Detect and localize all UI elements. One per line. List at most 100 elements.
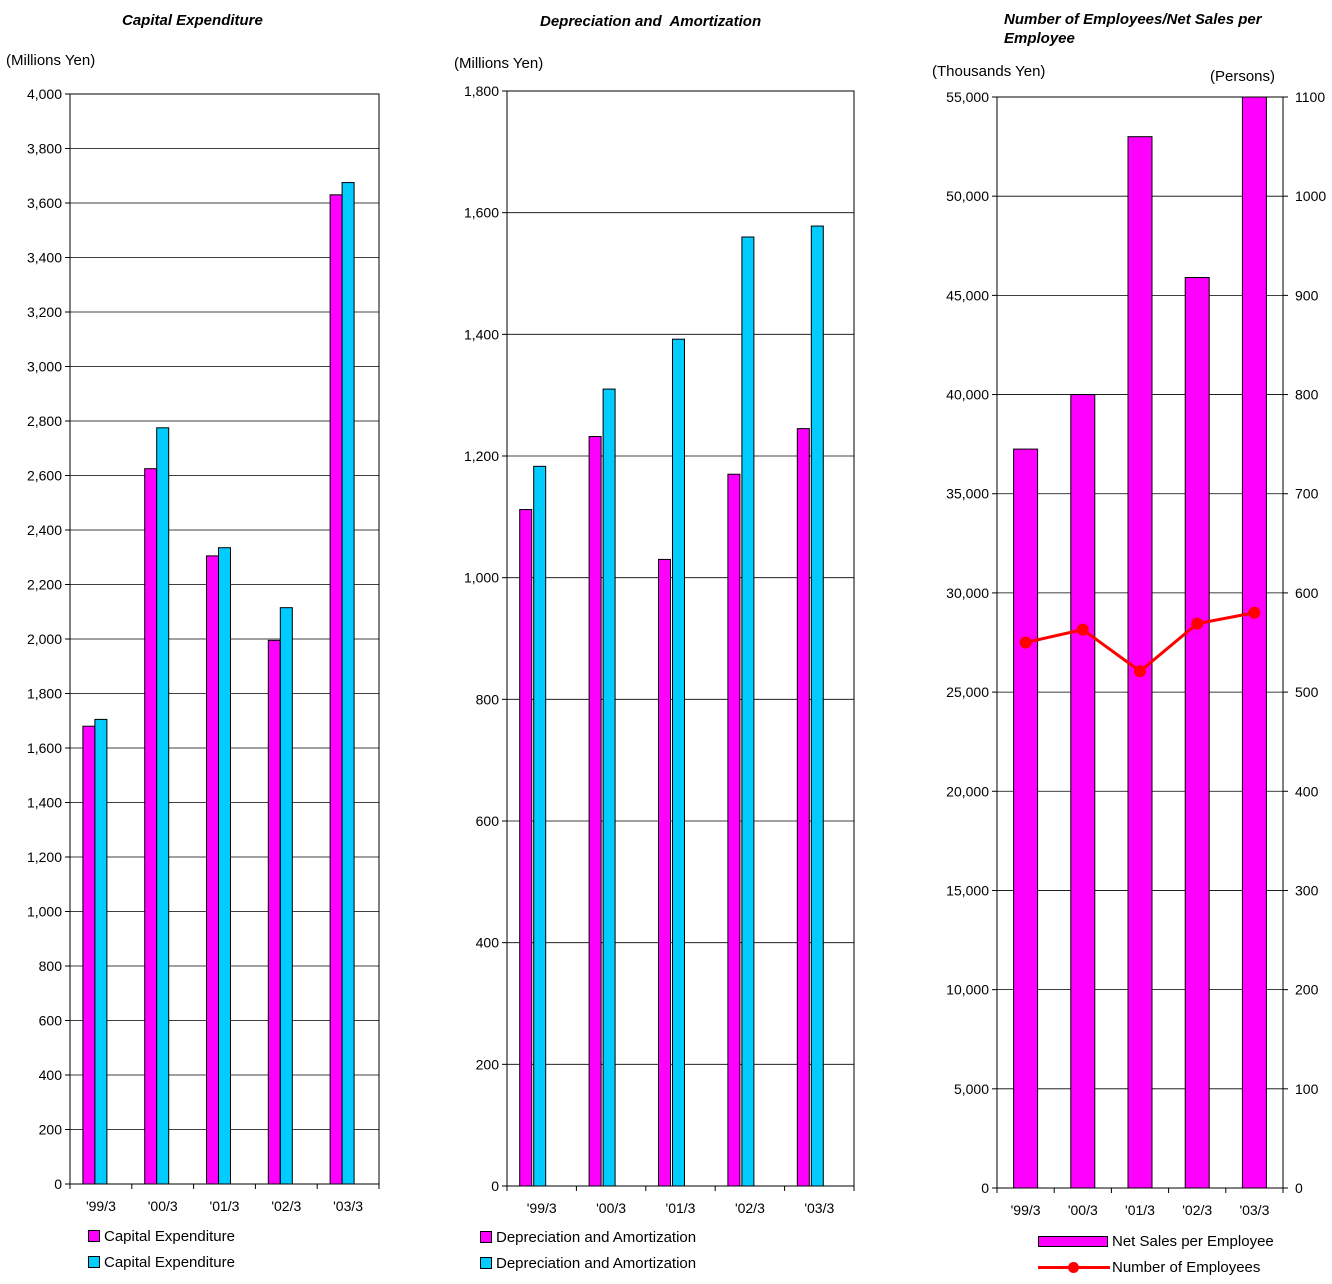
bar bbox=[602, 388, 616, 1187]
y-tick-label: 3,000 bbox=[27, 359, 62, 375]
y-tick-label: 1,000 bbox=[27, 904, 62, 920]
bar bbox=[588, 436, 602, 1187]
y2-tick-label: 300 bbox=[1295, 882, 1319, 898]
line-point bbox=[1134, 665, 1146, 678]
x-tick-label: '01/3 bbox=[210, 1198, 240, 1214]
legend-swatch bbox=[88, 1230, 100, 1242]
x-tick-label: '99/3 bbox=[1011, 1202, 1041, 1218]
legend-swatch bbox=[1038, 1235, 1108, 1247]
legend-label: Depreciation and Amortization bbox=[496, 1228, 697, 1246]
capital-expenditure-chart: Capital Expenditure (Millions Yen) 0 200 4… bbox=[0, 0, 430, 1278]
legend-item: Capital Expenditure bbox=[88, 1253, 235, 1271]
bar bbox=[658, 558, 671, 1187]
y2-tick-label: 0 bbox=[1295, 1180, 1303, 1196]
y-tick-label: 3,800 bbox=[27, 141, 62, 157]
y-tick-label: 1,200 bbox=[464, 448, 499, 464]
depreciation-amortization-plot: 0 200 400 600 800 1,000 1,200 1,400 1,600 1,800 '9… bbox=[464, 83, 855, 1216]
bar bbox=[810, 225, 824, 1187]
legend-item: Number of Employees bbox=[1038, 1258, 1274, 1276]
y-tick-label: 3,400 bbox=[27, 250, 62, 266]
bar bbox=[156, 427, 170, 1185]
bar bbox=[1184, 277, 1210, 1189]
y-tick-label: 1,400 bbox=[464, 326, 499, 342]
x-tick-label: '02/3 bbox=[271, 1198, 301, 1214]
chart-title: Depreciation and Amortization bbox=[540, 13, 762, 30]
y-tick-label: 600 bbox=[476, 813, 500, 829]
bar bbox=[741, 236, 755, 1187]
y-tick-label: 1,400 bbox=[27, 795, 62, 811]
y-tick-label: 5,000 bbox=[954, 1081, 989, 1097]
line-point bbox=[1019, 636, 1032, 649]
bar bbox=[1241, 96, 1267, 1189]
bar bbox=[796, 428, 810, 1187]
bar bbox=[144, 468, 158, 1185]
y-tick-label: 0 bbox=[491, 1178, 499, 1194]
y-tick-label: 10,000 bbox=[946, 982, 989, 998]
legend-item: Depreciation and Amortization bbox=[480, 1228, 696, 1246]
x-tick-label: '00/3 bbox=[1068, 1202, 1098, 1218]
bar bbox=[1013, 448, 1039, 1189]
bar bbox=[672, 338, 685, 1187]
y-tick-label: 4,000 bbox=[27, 86, 62, 102]
y-tick-label: 200 bbox=[476, 1056, 500, 1072]
legend-swatch bbox=[480, 1257, 492, 1269]
y-tick-label: 1,200 bbox=[27, 849, 62, 865]
chart-legend: Depreciation and Amortization Depreciati… bbox=[480, 1228, 696, 1280]
chart-legend: Capital Expenditure Capital Expenditure bbox=[88, 1227, 235, 1279]
x-tick-label: '99/3 bbox=[527, 1200, 557, 1216]
bar bbox=[533, 465, 547, 1187]
y-tick-label: 600 bbox=[39, 1013, 63, 1029]
y2-tick-label: 800 bbox=[1295, 387, 1319, 403]
y-tick-label: 25,000 bbox=[946, 684, 989, 700]
legend-label: Number of Employees bbox=[1112, 1258, 1261, 1276]
y-tick-label: 2,000 bbox=[27, 631, 62, 647]
legend-item: Capital Expenditure bbox=[88, 1227, 235, 1245]
y-tick-label: 1,800 bbox=[27, 686, 62, 702]
bar bbox=[727, 473, 741, 1187]
y-tick-label: 15,000 bbox=[946, 882, 989, 898]
y2-tick-label: 1100 bbox=[1295, 89, 1325, 105]
y-tick-label: 1,600 bbox=[464, 205, 499, 221]
y-tick-label: 30,000 bbox=[946, 585, 989, 601]
y-tick-label: 55,000 bbox=[946, 89, 989, 105]
y2-axis-unit-label: (Persons) bbox=[1210, 68, 1276, 85]
y-tick-label: 1,600 bbox=[27, 740, 62, 756]
line-point bbox=[1076, 623, 1089, 636]
y-tick-label: 20,000 bbox=[946, 783, 989, 799]
bar bbox=[329, 194, 343, 1185]
x-tick-label: '00/3 bbox=[596, 1200, 626, 1216]
legend-label: Depreciation and Amortization bbox=[496, 1254, 697, 1272]
bar bbox=[94, 718, 108, 1185]
y-tick-label: 200 bbox=[39, 1122, 63, 1138]
bar bbox=[279, 607, 293, 1185]
y-axis-unit-label: (Thousands Yen) bbox=[932, 63, 1046, 80]
y-tick-label: 800 bbox=[476, 691, 500, 707]
y2-tick-label: 900 bbox=[1295, 287, 1319, 303]
bar bbox=[519, 509, 533, 1187]
y-axis-unit-label: (Millions Yen) bbox=[454, 55, 544, 72]
x-tick-label: '03/3 bbox=[333, 1198, 363, 1214]
y2-tick-label: 1000 bbox=[1295, 188, 1326, 204]
y-tick-label: 3,200 bbox=[27, 304, 62, 320]
y2-tick-label: 400 bbox=[1295, 783, 1319, 799]
bar bbox=[267, 639, 281, 1185]
x-tick-label: '01/3 bbox=[1125, 1202, 1155, 1218]
line-point bbox=[1248, 606, 1261, 619]
y-tick-label: 45,000 bbox=[946, 287, 989, 303]
x-tick-label: '00/3 bbox=[148, 1198, 178, 1214]
y2-tick-label: 600 bbox=[1295, 585, 1319, 601]
x-tick-label: '99/3 bbox=[86, 1198, 116, 1214]
y-tick-label: 0 bbox=[54, 1176, 62, 1192]
y2-tick-label: 100 bbox=[1295, 1081, 1319, 1097]
employees-net-sales-chart: Number of Employees/Net Sales per Employ… bbox=[870, 0, 1332, 1278]
y-tick-label: 2,600 bbox=[27, 468, 62, 484]
chart-title: Capital Expenditure bbox=[122, 12, 263, 29]
capital-expenditure-plot: 0 200 400 600 800 1,000 1,200 1,400 1,600 1,800 2,… bbox=[27, 86, 380, 1214]
y-tick-label: 3,600 bbox=[27, 195, 62, 211]
y-axis-unit-label: (Millions Yen) bbox=[6, 52, 96, 69]
y-tick-label: 2,400 bbox=[27, 522, 62, 538]
y2-tick-label: 700 bbox=[1295, 486, 1319, 502]
legend-swatch bbox=[88, 1256, 100, 1268]
chart-legend: Net Sales per Employee Number of Employe… bbox=[1038, 1232, 1274, 1284]
x-tick-label: '02/3 bbox=[735, 1200, 765, 1216]
